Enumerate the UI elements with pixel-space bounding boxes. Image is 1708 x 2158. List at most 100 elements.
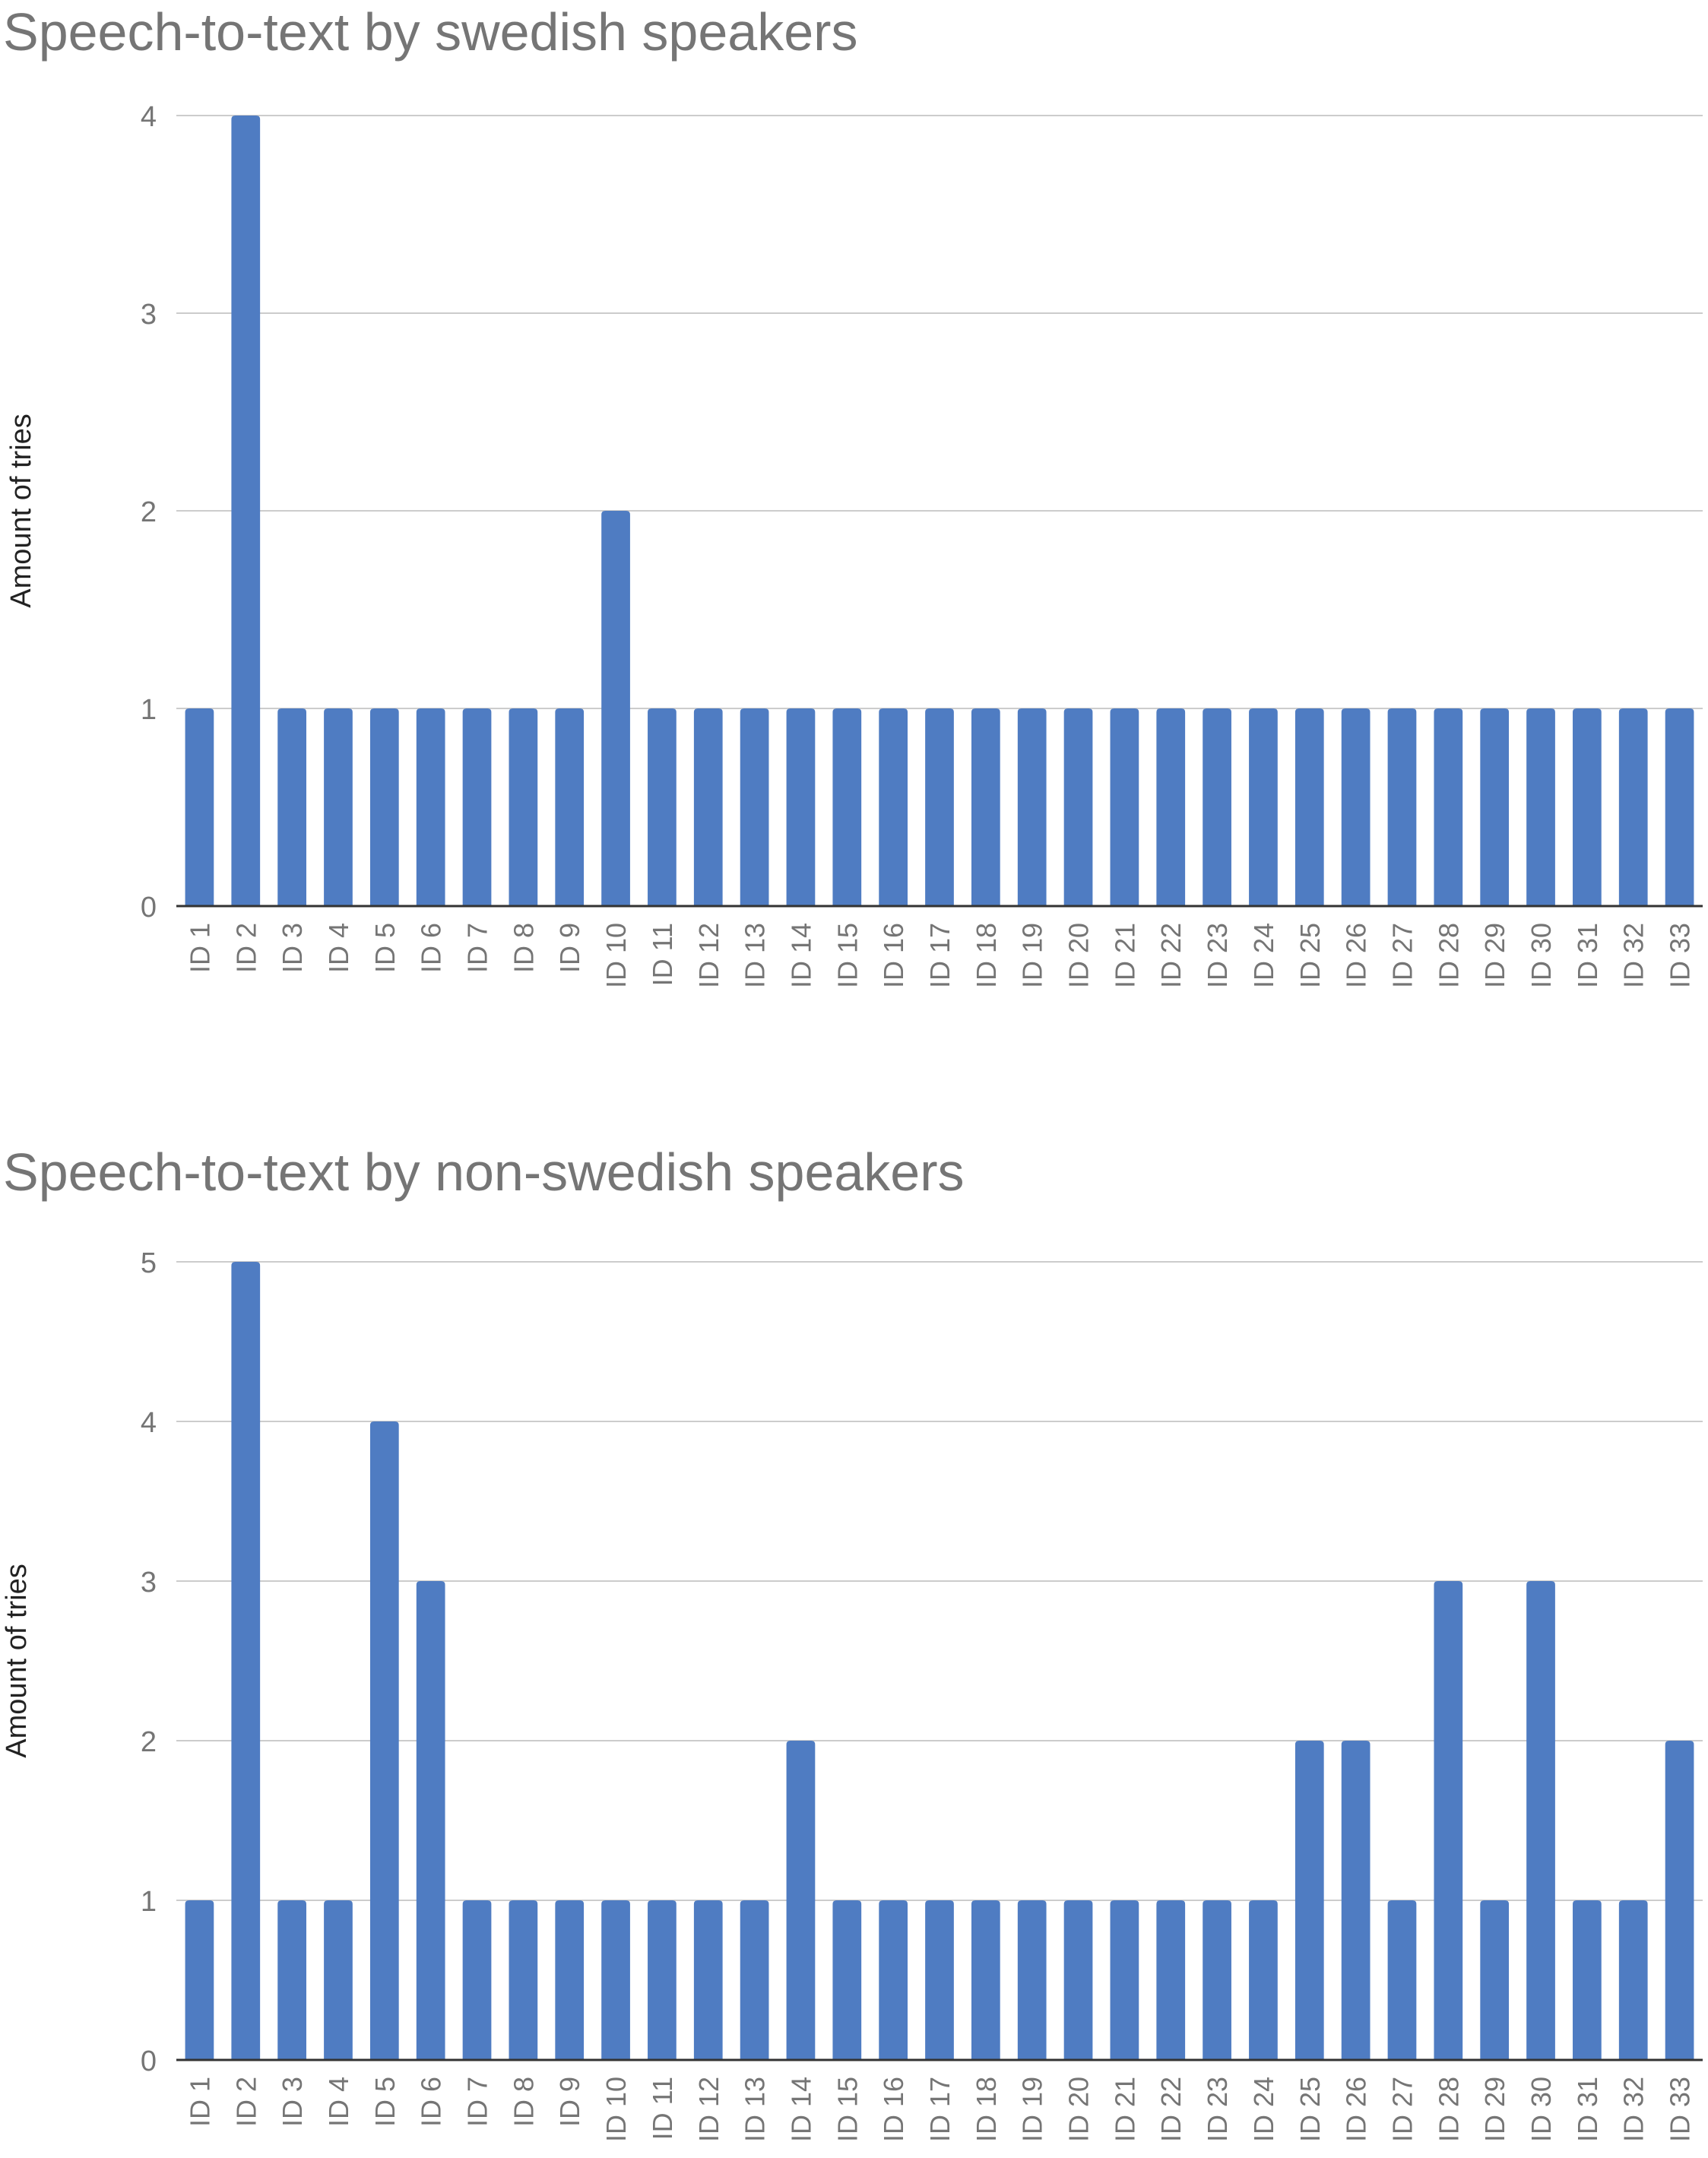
bar-id-4 (324, 708, 353, 906)
x-tick-label: ID 13 (740, 923, 771, 988)
bar-id-33 (1665, 1741, 1694, 2060)
x-tick-label: ID 11 (647, 923, 678, 986)
y-axis-title: Amount of tries (1, 1564, 33, 1758)
bar-id-23 (1203, 1900, 1231, 2060)
bar-id-16 (879, 708, 908, 906)
bar-id-14 (786, 708, 816, 906)
bar-id-19 (1017, 708, 1047, 906)
plot-area: 0 1 2 3 4 Amount of tries ID 1 ID 2 ID 3 ID 4 ID 5… (5, 101, 1703, 988)
bar-id-4 (324, 1900, 353, 2060)
x-tick-label: ID 9 (554, 923, 585, 973)
bar-id-30 (1526, 1581, 1555, 2060)
bar-id-31 (1573, 1900, 1602, 2060)
x-tick-label: ID 31 (1572, 923, 1603, 988)
bar-id-24 (1249, 708, 1278, 906)
x-tick-label: ID 33 (1665, 923, 1696, 988)
x-tick-label: ID 6 (416, 923, 447, 973)
y-tick-label: 1 (141, 1886, 157, 1918)
bar-id-20 (1063, 1900, 1093, 2060)
x-tick-label: ID 4 (323, 2077, 354, 2127)
bar-id-1 (185, 1900, 214, 2060)
x-tick-label: ID 12 (693, 2077, 724, 2142)
y-tick-label: 2 (141, 1726, 157, 1758)
bar-id-28 (1434, 1581, 1463, 2060)
x-tick-label: ID 28 (1433, 2077, 1464, 2142)
x-tick-label: ID 24 (1248, 923, 1279, 988)
x-tick-label: ID 2 (230, 923, 261, 973)
y-tick-label: 4 (141, 101, 157, 133)
bar-id-15 (832, 1900, 862, 2060)
bar-id-2 (231, 1262, 261, 2060)
y-tick-label: 0 (141, 892, 157, 924)
x-tick-label: ID 27 (1386, 923, 1418, 988)
x-tick-label: ID 22 (1155, 923, 1187, 988)
x-tick-label: ID 15 (832, 2077, 863, 2142)
x-tick-label: ID 1 (184, 2077, 215, 2127)
bar-id-3 (277, 1900, 306, 2060)
y-tick-label: 0 (141, 2046, 157, 2077)
x-tick-label: ID 5 (369, 2077, 401, 2127)
bar-id-16 (879, 1900, 908, 2060)
bar-id-15 (832, 708, 862, 906)
x-tick-label: ID 30 (1526, 2077, 1557, 2142)
x-tick-label: ID 9 (554, 2077, 585, 2127)
x-tick-label: ID 20 (1063, 923, 1095, 988)
x-tick-label: ID 23 (1202, 2077, 1233, 2142)
bar-id-25 (1294, 1741, 1324, 2060)
bar-id-10 (601, 511, 630, 906)
x-tick-label: ID 4 (323, 923, 354, 973)
x-tick-label: ID 16 (878, 2077, 909, 2142)
chart-non-swedish-speakers: 0 1 2 3 4 5 Amount of tries ID 1 ID 2 ID 3 ID 4 ID … (0, 1125, 1708, 2158)
x-tick-label: ID 13 (740, 2077, 771, 2142)
bar-id-7 (462, 708, 492, 906)
y-axis-title: Amount of tries (5, 414, 37, 608)
bar-id-13 (740, 708, 769, 906)
x-tick-label: ID 7 (462, 923, 493, 973)
x-tick-label: ID 29 (1479, 923, 1510, 988)
bar-id-6 (416, 708, 445, 906)
bar-id-17 (925, 708, 954, 906)
x-tick-label: ID 30 (1526, 923, 1557, 988)
chart-title: Speech-to-text by swedish speakers (3, 2, 858, 62)
bar-id-30 (1526, 708, 1555, 906)
x-tick-label: ID 28 (1433, 923, 1464, 988)
bar-id-3 (277, 708, 306, 906)
bar-id-9 (555, 1900, 585, 2060)
bar-id-10 (601, 1900, 630, 2060)
x-tick-label: ID 21 (1109, 923, 1140, 988)
bar-id-12 (693, 1900, 723, 2060)
y-tick-label: 1 (141, 694, 157, 726)
x-tick-label: ID 23 (1202, 923, 1233, 988)
x-tick-label: ID 21 (1109, 2077, 1140, 2142)
bar-id-32 (1618, 708, 1648, 906)
bar-id-24 (1249, 1900, 1278, 2060)
x-tick-label: ID 17 (924, 2077, 955, 2142)
x-tick-label: ID 27 (1386, 2077, 1418, 2142)
bar-id-19 (1017, 1900, 1047, 2060)
bar-id-27 (1387, 1900, 1417, 2060)
x-tick-label: ID 26 (1341, 2077, 1372, 2142)
x-tick-label: ID 11 (647, 2077, 678, 2140)
x-tick-label: ID 12 (693, 923, 724, 988)
bar-id-18 (971, 708, 1000, 906)
x-tick-label: ID 31 (1572, 2077, 1603, 2142)
x-tick-label: ID 8 (508, 923, 539, 973)
x-tick-label: ID 1 (184, 923, 215, 973)
y-tick-label: 3 (141, 1567, 157, 1599)
y-tick-label: 5 (141, 1247, 157, 1279)
bar-id-8 (509, 1900, 538, 2060)
y-tick-label: 2 (141, 496, 157, 528)
bar-id-26 (1341, 1741, 1371, 2060)
bar-id-17 (925, 1900, 954, 2060)
bar-id-13 (740, 1900, 769, 2060)
bar-id-1 (185, 708, 214, 906)
bar-id-23 (1203, 708, 1231, 906)
bar-id-7 (462, 1900, 492, 2060)
bar-id-5 (369, 1421, 399, 2060)
y-tick-label: 3 (141, 299, 157, 331)
bar-id-9 (555, 708, 585, 906)
x-tick-label: ID 18 (971, 2077, 1002, 2142)
x-tick-label: ID 2 (230, 2077, 261, 2127)
x-tick-label: ID 19 (1017, 923, 1048, 988)
x-tick-label: ID 18 (971, 923, 1002, 988)
